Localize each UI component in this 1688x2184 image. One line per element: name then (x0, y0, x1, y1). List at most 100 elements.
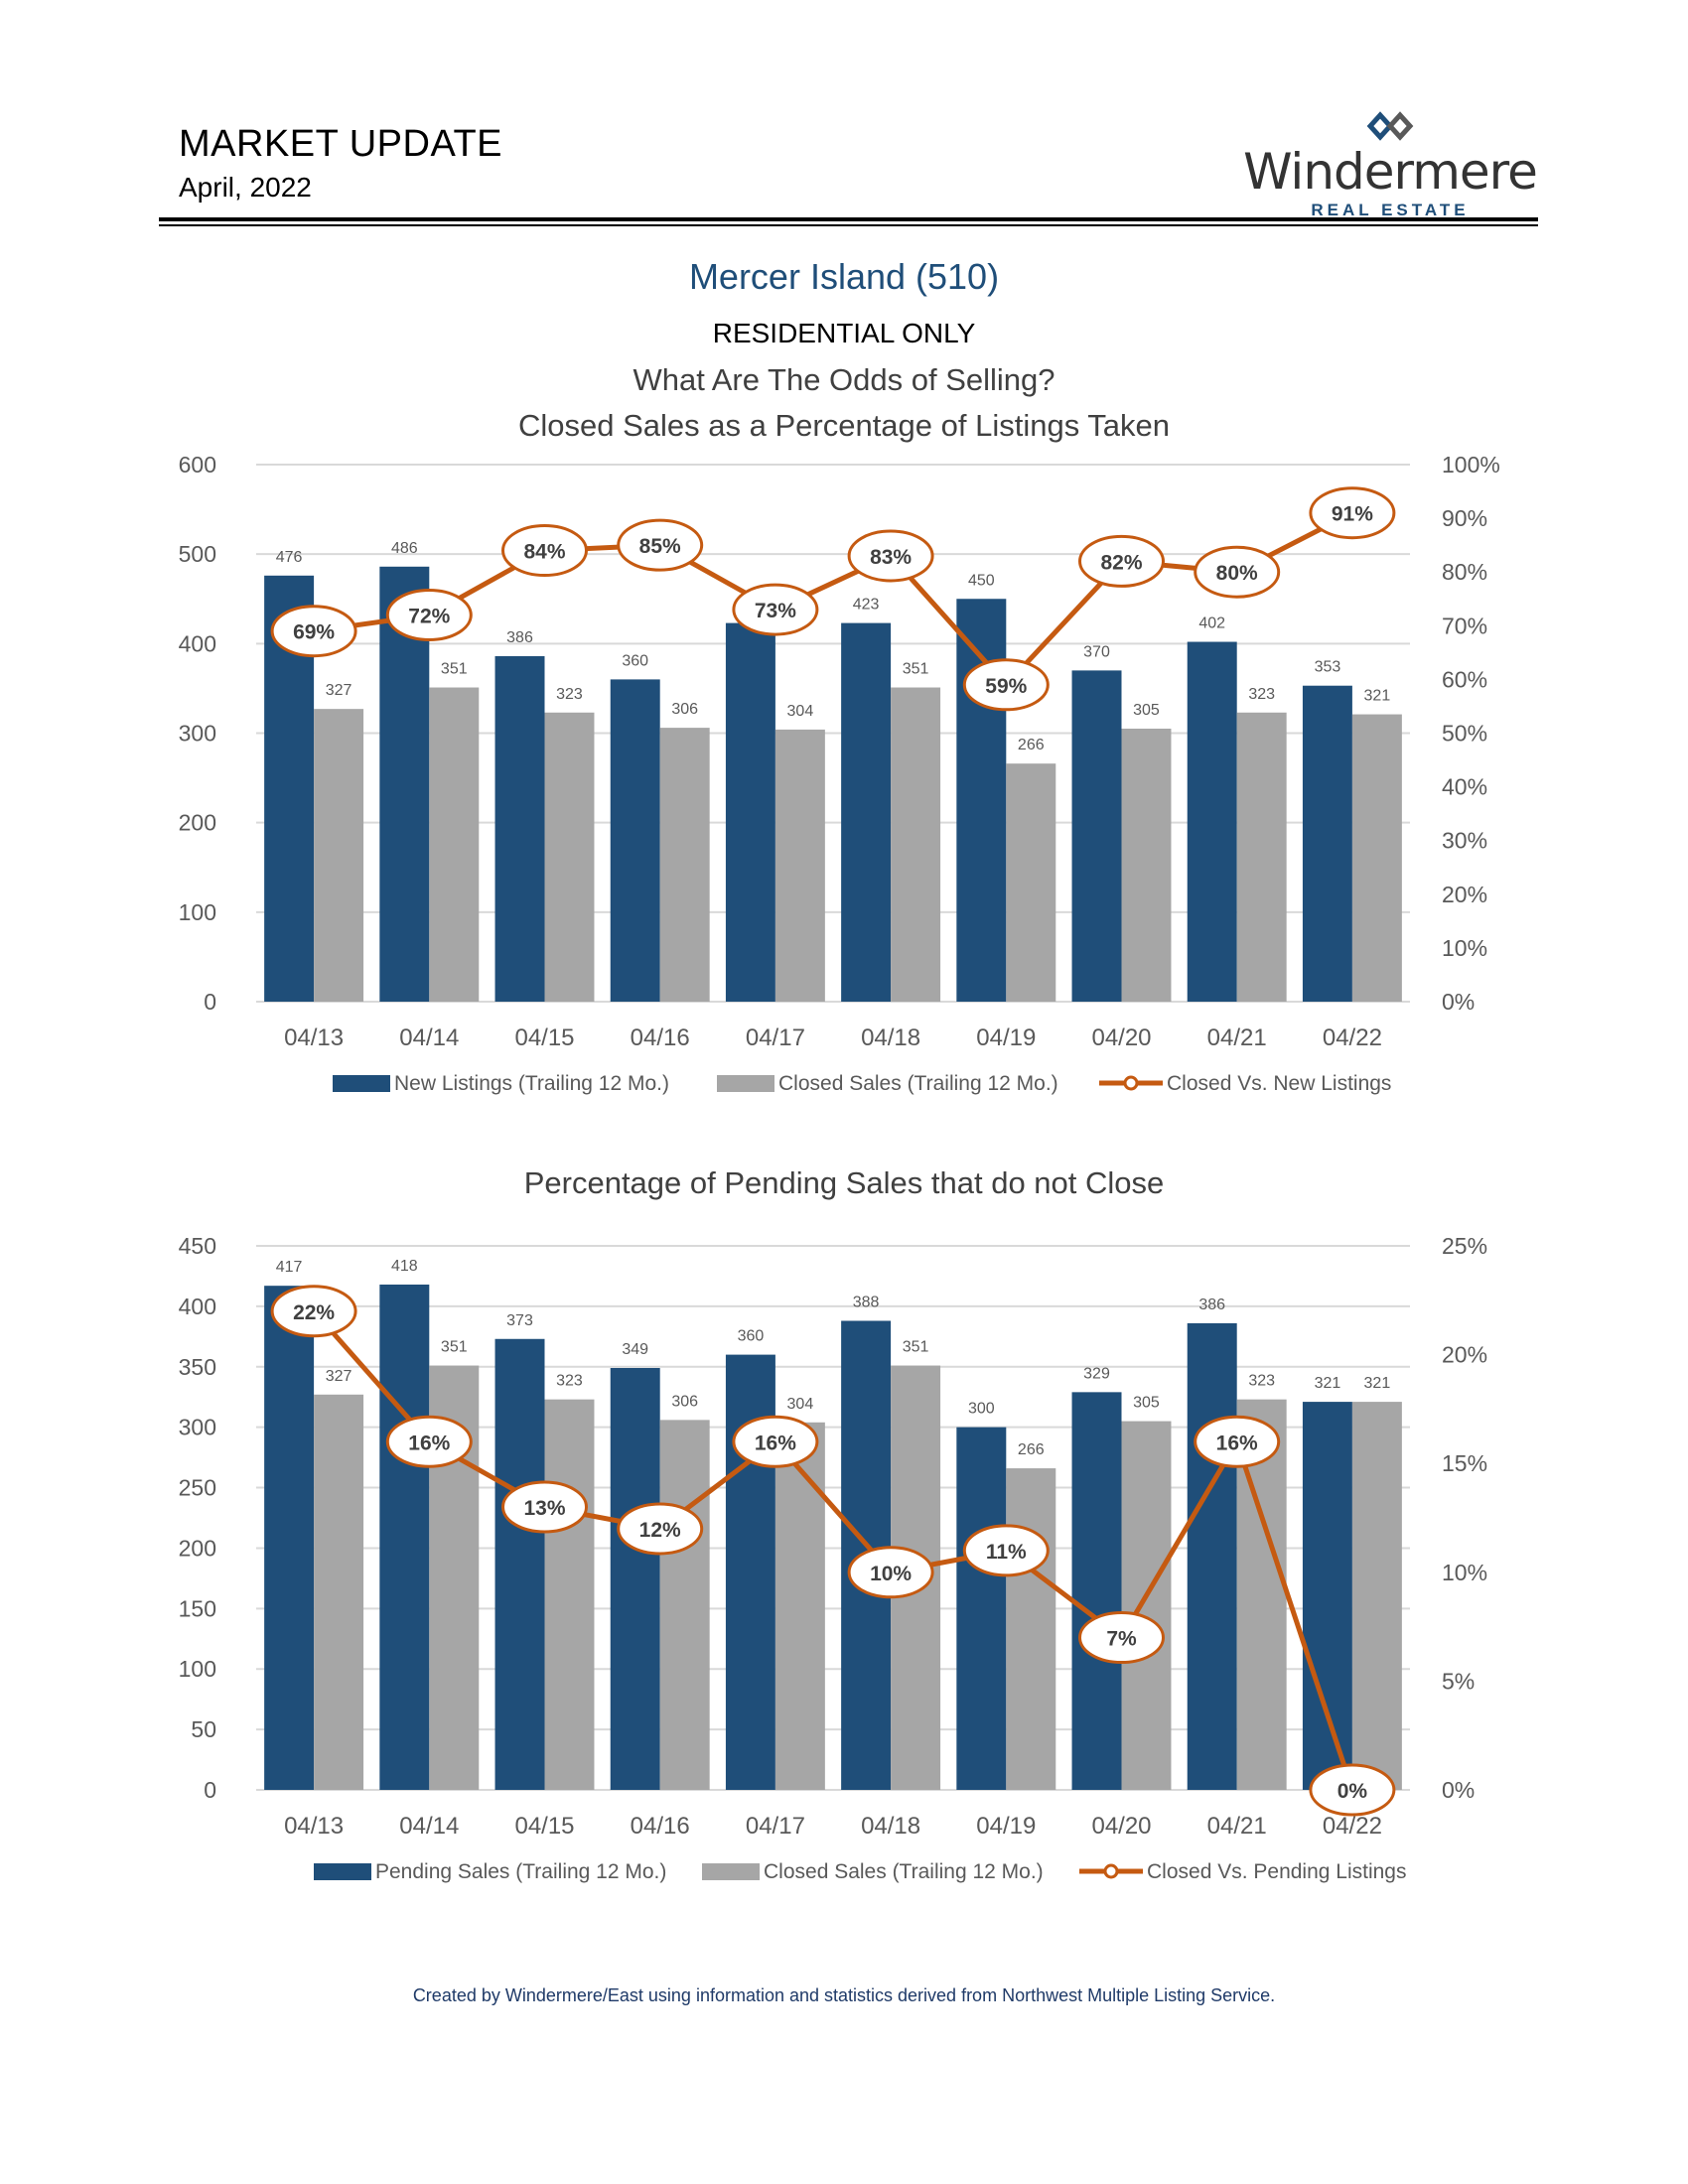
bar (544, 712, 595, 1002)
ratio-label: 11% (986, 1541, 1027, 1564)
ratio-label: 82% (1100, 551, 1142, 574)
x-category-label: 04/16 (631, 1813, 690, 1840)
ratio-label: 22% (293, 1301, 335, 1324)
y-left-tick-label: 200 (179, 1535, 216, 1561)
y-left-tick-label: 100 (179, 1656, 216, 1682)
bar (1006, 763, 1056, 1002)
ratio-label-bubble (1309, 486, 1396, 540)
y-right-tick-label: 20% (1442, 882, 1487, 907)
bar (956, 1427, 1007, 1790)
y-right-tick-label: 90% (1442, 505, 1487, 531)
x-category-label: 04/13 (284, 1024, 344, 1051)
bar-value-label: 423 (853, 597, 880, 614)
legend-label: Closed Sales (Trailing 12 Mo.) (778, 1072, 1058, 1095)
x-category-label: 04/19 (976, 1813, 1036, 1840)
bar (314, 1394, 364, 1790)
bar-value-label: 417 (276, 1259, 303, 1276)
y-right-tick-label: 0% (1442, 1777, 1475, 1803)
header-rule (159, 217, 1538, 221)
ratio-label-bubble (501, 524, 588, 578)
bar-value-label: 476 (276, 549, 303, 566)
ratio-label: 91% (1332, 503, 1373, 526)
bar-value-label: 388 (853, 1295, 880, 1311)
bar (429, 687, 480, 1002)
ratio-label: 16% (755, 1432, 796, 1454)
bar-value-label: 327 (326, 1368, 352, 1385)
ratio-label: 59% (985, 675, 1027, 698)
bar (1121, 1421, 1172, 1790)
ratio-line (313, 510, 1354, 688)
y-left-tick-label: 600 (179, 452, 216, 478)
legend-swatch (333, 1075, 390, 1092)
ratio-label: 80% (1216, 562, 1258, 585)
bar (891, 687, 941, 1002)
ratio-label-bubble (385, 588, 473, 641)
bar (314, 709, 364, 1002)
bar-value-label: 386 (506, 629, 533, 646)
ratio-label: 16% (408, 1432, 450, 1454)
chart-title-line: Closed Sales as a Percentage of Listings… (518, 408, 1170, 443)
y-left-tick-label: 0 (204, 989, 216, 1015)
ratio-label: 72% (408, 605, 450, 627)
logo-subtitle: REAL ESTATE (1311, 201, 1470, 219)
bar (774, 729, 825, 1002)
ratio-line (312, 1309, 1355, 1791)
y-right-tick-label: 10% (1442, 1560, 1487, 1585)
ratio-label: 10% (870, 1563, 912, 1585)
bar (1236, 712, 1287, 1002)
bar-value-label: 300 (968, 1401, 995, 1418)
ratio-label-bubble (847, 1546, 934, 1599)
bar (1351, 714, 1402, 1002)
bar-value-label: 323 (1248, 686, 1275, 703)
y-right-tick-label: 20% (1442, 1342, 1487, 1368)
bar-value-label: 323 (556, 1373, 583, 1390)
y-left-tick-label: 300 (179, 721, 216, 747)
y-right-tick-label: 80% (1442, 559, 1487, 585)
x-category-label: 04/18 (861, 1024, 920, 1051)
bar (841, 622, 892, 1002)
legend-label: Pending Sales (Trailing 12 Mo.) (375, 1860, 666, 1883)
x-category-label: 04/15 (514, 1024, 574, 1051)
windermere-diamond-icon (1366, 111, 1414, 141)
footer-source-note: Created by Windermere/East using informa… (412, 1985, 1276, 2005)
x-category-label: 04/22 (1323, 1813, 1382, 1840)
bar (1006, 1468, 1056, 1790)
x-category-label: 04/16 (631, 1024, 690, 1051)
bar-value-label: 266 (1018, 1441, 1045, 1458)
ratio-label-bubble (270, 605, 357, 658)
legend-marker (1103, 1863, 1119, 1879)
bar (1121, 728, 1172, 1002)
x-category-label: 04/17 (746, 1813, 805, 1840)
bar-value-label: 329 (1083, 1365, 1110, 1382)
x-category-label: 04/20 (1091, 1813, 1151, 1840)
bar-value-label: 486 (391, 540, 418, 557)
ratio-label-bubble (962, 658, 1050, 712)
x-category-label: 04/18 (861, 1813, 920, 1840)
bar (1071, 1392, 1122, 1790)
bar (774, 1422, 825, 1790)
y-right-tick-label: 100% (1442, 452, 1500, 478)
x-category-label: 04/14 (399, 1024, 459, 1051)
y-right-tick-label: 0% (1442, 989, 1475, 1015)
x-category-label: 04/15 (514, 1813, 574, 1840)
y-left-tick-label: 100 (179, 899, 216, 925)
y-left-tick-label: 400 (179, 1294, 216, 1319)
ratio-label-bubble (617, 518, 704, 572)
y-left-tick-label: 50 (191, 1716, 216, 1742)
ratio-label-bubble (270, 1285, 357, 1338)
ratio-label-bubble (501, 1480, 588, 1534)
bar-value-label: 418 (391, 1258, 418, 1275)
ratio-label: 0% (1337, 1780, 1368, 1803)
legend-label: Closed Vs. New Listings (1167, 1072, 1391, 1095)
ratio-label-bubble (732, 1415, 819, 1468)
bar-value-label: 351 (903, 661, 929, 678)
ratio-label: 69% (293, 621, 335, 644)
bar (494, 1338, 545, 1790)
bar-value-label: 304 (787, 1396, 814, 1413)
ratio-label: 13% (523, 1497, 565, 1520)
y-left-tick-label: 250 (179, 1475, 216, 1501)
x-category-label: 04/19 (976, 1024, 1036, 1051)
bar (1351, 1402, 1402, 1790)
bar-value-label: 360 (622, 652, 648, 669)
windermere-logo: Windermere REAL ESTATE (1241, 107, 1539, 219)
